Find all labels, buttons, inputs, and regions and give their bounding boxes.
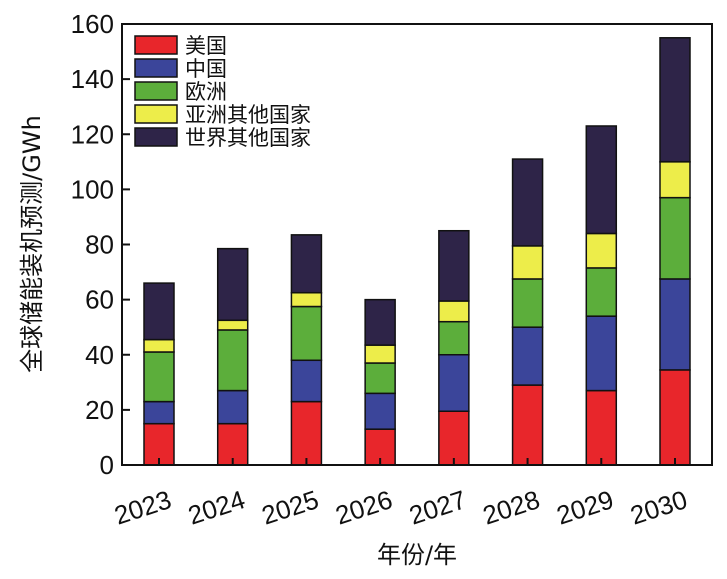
bar-segment-2030-2 [659, 196, 691, 280]
bar-segment-2027-2 [438, 320, 470, 356]
y-tick-label: 60 [85, 285, 114, 315]
bar-segment-2029-3 [585, 232, 618, 269]
bar-segment-2026-4 [364, 298, 396, 346]
bar-segment-2024-4 [216, 247, 249, 322]
y-tick-label: 20 [85, 395, 114, 425]
legend-swatch-4 [134, 127, 178, 147]
y-axis: 0 20 40 60 80 100 120 140 160 [71, 9, 130, 480]
bar-segment-2030-0 [659, 369, 691, 466]
bar-segment-2024-2 [216, 329, 249, 392]
bar-segment-2029-2 [585, 267, 618, 317]
bar-segment-2026-1 [364, 392, 396, 430]
y-tick-label: 80 [85, 230, 114, 260]
bar-segment-2029-1 [585, 315, 618, 392]
bar-segment-2028-3 [511, 245, 544, 280]
bar-segment-2023-3 [143, 338, 175, 353]
bar-segment-2027-0 [438, 410, 470, 466]
bar-segment-2029-0 [585, 389, 618, 466]
y-tick-label: 160 [71, 9, 114, 39]
y-tick-label: 0 [100, 450, 114, 480]
bar-segment-2024-3 [216, 319, 249, 331]
x-tick-label-2028: 2028 [479, 484, 543, 530]
x-tick-label-2030: 2030 [627, 484, 691, 530]
bar-segment-2030-1 [659, 278, 691, 371]
y-tick-label: 120 [71, 119, 114, 149]
legend-label-2: 欧洲 [185, 80, 227, 104]
legend-swatch-2 [134, 81, 178, 101]
bars-group [143, 37, 691, 466]
bar-segment-2030-4 [659, 37, 691, 163]
bar-segment-2028-2 [511, 278, 544, 328]
legend-label-4: 世界其他国家 [185, 126, 311, 150]
x-tick-label-2026: 2026 [332, 484, 396, 530]
bar-segment-2023-4 [143, 282, 175, 341]
legend-label-3: 亚洲其他国家 [185, 103, 311, 127]
x-axis-label: 年份/年 [377, 541, 457, 569]
bar-segment-2028-0 [511, 384, 544, 466]
bar-segment-2028-4 [511, 158, 544, 247]
legend-swatch-0 [134, 35, 178, 55]
y-tick-label: 140 [71, 64, 114, 94]
x-tick-label-2023: 2023 [111, 484, 175, 530]
x-axis: 2023 2024 2025 2026 2027 2028 2029 2030 [111, 458, 691, 531]
legend-swatch-3 [134, 104, 178, 124]
bar-segment-2026-3 [364, 344, 396, 364]
bar-segment-2027-3 [438, 300, 470, 323]
x-tick-label-2024: 2024 [184, 484, 248, 530]
y-tick-label: 100 [71, 174, 114, 204]
bar-segment-2025-4 [290, 234, 323, 294]
bar-segment-2025-0 [290, 400, 323, 466]
bar-segment-2025-2 [290, 305, 323, 362]
legend-label-0: 美国 [185, 34, 227, 58]
bar-segment-2029-4 [585, 125, 618, 235]
bar-segment-2027-4 [438, 229, 470, 302]
bar-segment-2026-2 [364, 362, 396, 395]
legend-label-1: 中国 [185, 57, 227, 81]
bar-segment-2023-1 [143, 400, 175, 425]
x-tick-label-2027: 2027 [405, 484, 469, 530]
x-tick-label-2025: 2025 [258, 484, 322, 530]
y-tick-label: 40 [85, 340, 114, 370]
bar-segment-2025-3 [290, 291, 323, 308]
bar-segment-2025-1 [290, 359, 323, 403]
bar-segment-2023-2 [143, 351, 175, 403]
legend-swatch-1 [134, 58, 178, 78]
x-tick-label-2029: 2029 [553, 484, 617, 530]
bar-segment-2027-1 [438, 354, 470, 412]
bar-segment-2024-1 [216, 389, 249, 425]
bar-segment-2028-1 [511, 326, 544, 386]
y-axis-label: 全球储能装机预测/GWh [18, 115, 46, 373]
bar-segment-2030-3 [659, 161, 691, 199]
